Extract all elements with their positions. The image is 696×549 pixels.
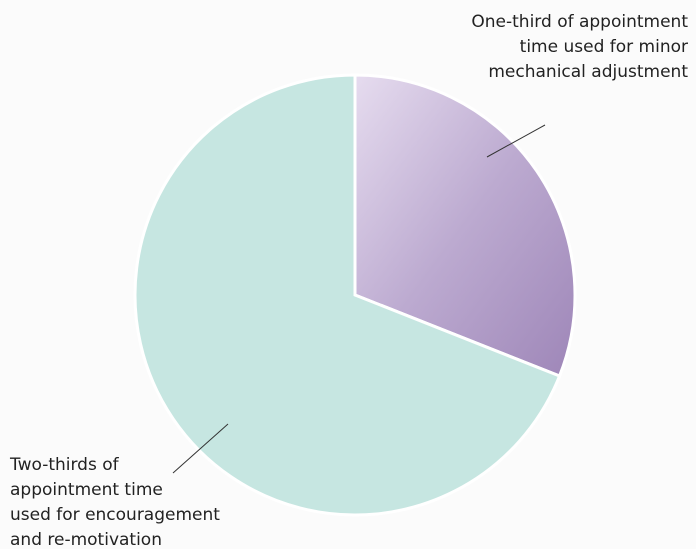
slice-label: used for encouragement	[10, 505, 220, 525]
slice-label: time used for minor	[520, 37, 688, 57]
slice-label: Two-thirds of	[9, 455, 120, 475]
slice-label: mechanical adjustment	[488, 62, 688, 82]
pie-slice	[133, 73, 562, 517]
labels: One-third of appointment time used for mi…	[9, 12, 688, 549]
slice-label: appointment time	[10, 480, 163, 500]
pie	[133, 73, 577, 517]
leader-line	[486, 124, 546, 158]
leader-line	[172, 423, 229, 474]
slice-label: and re-motivation	[10, 530, 162, 549]
slice-label: One-third of appointment	[471, 12, 688, 32]
pie-slice	[353, 73, 577, 378]
